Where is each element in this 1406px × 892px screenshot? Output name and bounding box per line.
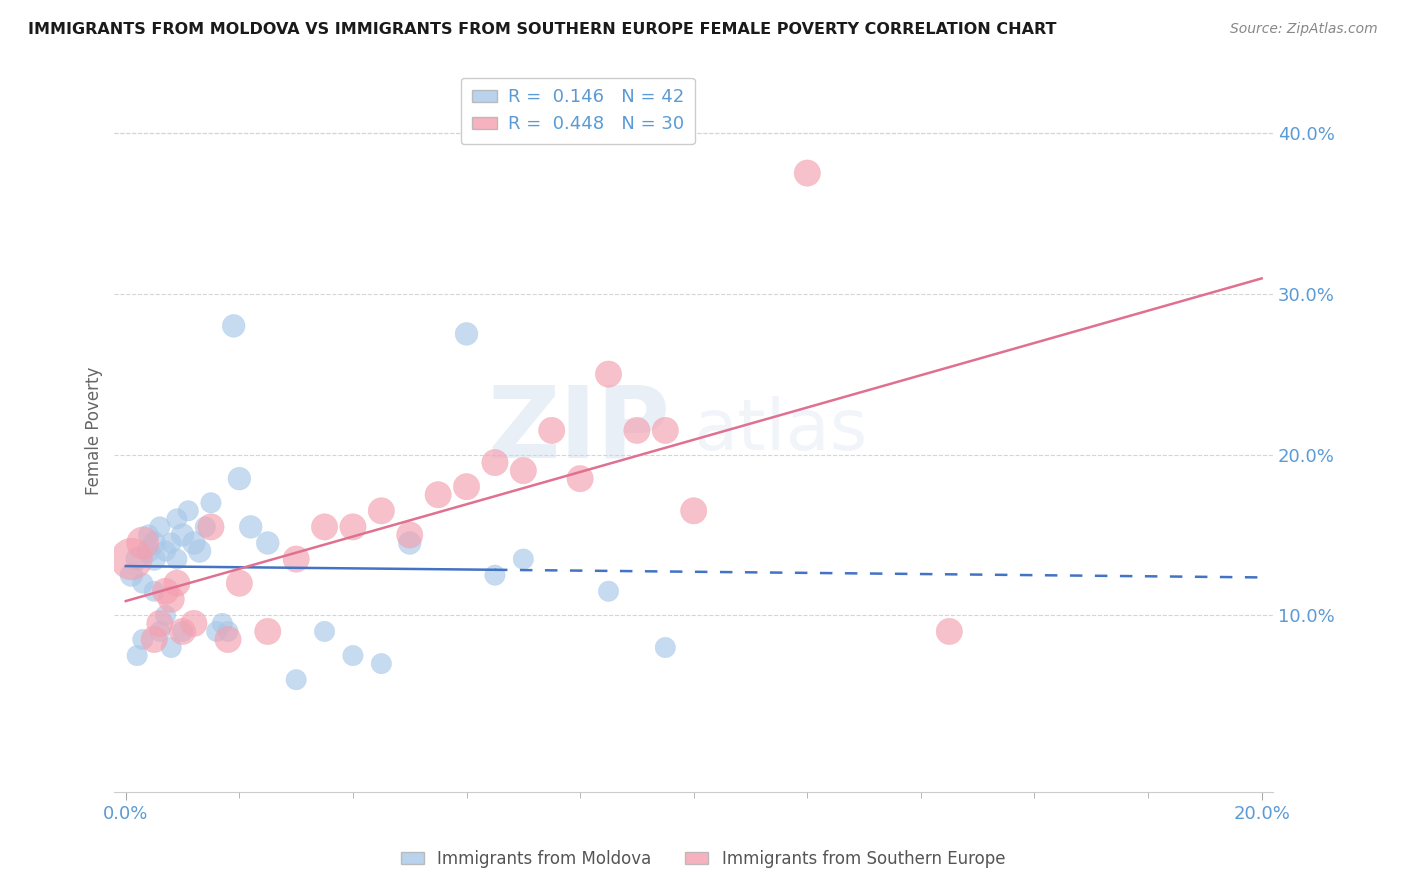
Point	[285, 673, 308, 687]
Point	[654, 424, 676, 438]
Point	[314, 520, 336, 534]
Point	[155, 584, 177, 599]
Point	[398, 528, 420, 542]
Point	[160, 536, 183, 550]
Point	[200, 496, 222, 510]
Point	[370, 657, 392, 671]
Point	[183, 616, 205, 631]
Point	[149, 616, 172, 631]
Point	[370, 504, 392, 518]
Point	[217, 632, 239, 647]
Point	[183, 536, 205, 550]
Point	[205, 624, 228, 639]
Point	[143, 536, 166, 550]
Y-axis label: Female Poverty: Female Poverty	[86, 367, 103, 494]
Point	[938, 624, 960, 639]
Point	[149, 624, 172, 639]
Point	[598, 584, 620, 599]
Point	[228, 576, 250, 591]
Point	[569, 472, 592, 486]
Point	[138, 528, 160, 542]
Point	[512, 464, 534, 478]
Text: Source: ZipAtlas.com: Source: ZipAtlas.com	[1230, 22, 1378, 37]
Point	[484, 456, 506, 470]
Point	[149, 520, 172, 534]
Point	[166, 512, 188, 526]
Point	[127, 552, 149, 566]
Text: ZIP: ZIP	[488, 382, 671, 479]
Point	[200, 520, 222, 534]
Point	[217, 624, 239, 639]
Point	[172, 624, 194, 639]
Point	[143, 552, 166, 566]
Point	[120, 552, 142, 566]
Point	[314, 624, 336, 639]
Point	[256, 624, 278, 639]
Point	[160, 640, 183, 655]
Point	[194, 520, 217, 534]
Point	[172, 624, 194, 639]
Text: IMMIGRANTS FROM MOLDOVA VS IMMIGRANTS FROM SOUTHERN EUROPE FEMALE POVERTY CORREL: IMMIGRANTS FROM MOLDOVA VS IMMIGRANTS FR…	[28, 22, 1057, 37]
Point	[398, 536, 420, 550]
Point	[598, 367, 620, 381]
Point	[222, 318, 245, 333]
Point	[132, 576, 155, 591]
Point	[239, 520, 262, 534]
Point	[138, 544, 160, 558]
Point	[654, 640, 676, 655]
Point	[120, 568, 142, 582]
Point	[796, 166, 818, 180]
Point	[228, 472, 250, 486]
Point	[512, 552, 534, 566]
Point	[172, 528, 194, 542]
Point	[682, 504, 704, 518]
Point	[540, 424, 562, 438]
Point	[155, 544, 177, 558]
Legend: R =  0.146   N = 42, R =  0.448   N = 30: R = 0.146 N = 42, R = 0.448 N = 30	[461, 78, 695, 145]
Point	[143, 632, 166, 647]
Point	[456, 326, 478, 341]
Point	[626, 424, 648, 438]
Legend: Immigrants from Moldova, Immigrants from Southern Europe: Immigrants from Moldova, Immigrants from…	[394, 844, 1012, 875]
Point	[427, 488, 450, 502]
Point	[342, 648, 364, 663]
Point	[132, 632, 155, 647]
Point	[160, 592, 183, 607]
Point	[484, 568, 506, 582]
Point	[342, 520, 364, 534]
Point	[285, 552, 308, 566]
Point	[211, 616, 233, 631]
Point	[127, 648, 149, 663]
Point	[256, 536, 278, 550]
Point	[166, 576, 188, 591]
Point	[155, 608, 177, 623]
Point	[132, 536, 155, 550]
Text: atlas: atlas	[693, 396, 868, 465]
Point	[166, 552, 188, 566]
Point	[456, 480, 478, 494]
Point	[143, 584, 166, 599]
Point	[188, 544, 211, 558]
Point	[177, 504, 200, 518]
